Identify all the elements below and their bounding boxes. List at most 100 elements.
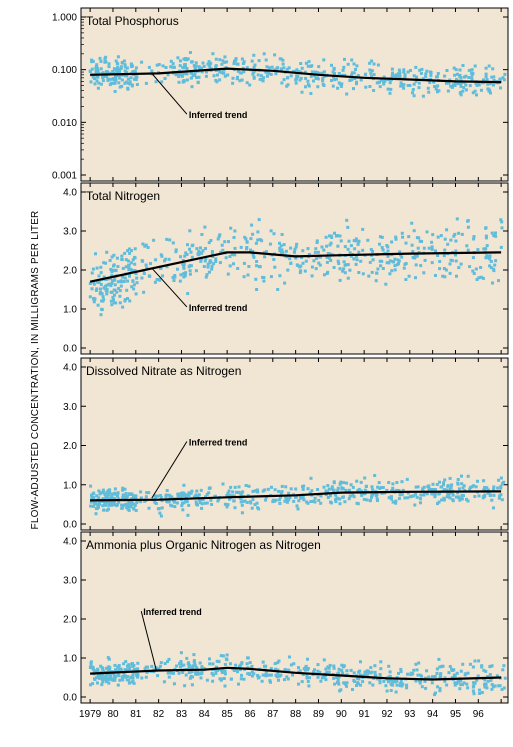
data-point <box>490 664 494 668</box>
data-point <box>421 77 425 81</box>
data-point <box>117 497 121 501</box>
data-point <box>123 276 127 280</box>
data-point <box>262 52 266 56</box>
data-point <box>400 255 404 259</box>
data-point <box>299 264 303 268</box>
y-tick-label: 1.0 <box>63 305 77 316</box>
y-tick-label: 2.0 <box>63 615 77 626</box>
data-point <box>420 67 424 71</box>
data-point <box>375 677 379 681</box>
data-point <box>160 254 164 258</box>
data-point <box>273 488 277 492</box>
data-point <box>143 244 147 248</box>
data-point <box>297 666 300 670</box>
data-point <box>246 273 250 277</box>
data-point <box>101 75 105 79</box>
data-point <box>269 680 272 684</box>
data-point <box>225 653 229 657</box>
data-point <box>310 489 314 493</box>
data-point <box>249 248 252 252</box>
data-point <box>356 242 360 246</box>
data-point <box>429 73 433 77</box>
data-point <box>400 492 404 496</box>
data-point <box>487 255 491 259</box>
data-point <box>280 490 284 493</box>
data-point <box>423 676 427 680</box>
data-point <box>263 255 267 259</box>
data-point <box>104 496 108 500</box>
data-point <box>191 664 195 668</box>
data-point <box>192 660 196 664</box>
data-point <box>120 78 124 82</box>
data-point <box>162 680 166 684</box>
data-point <box>398 684 402 688</box>
data-point <box>108 497 112 501</box>
data-point <box>482 479 486 483</box>
data-point <box>109 284 113 288</box>
data-point <box>178 279 182 283</box>
data-point <box>477 276 481 280</box>
data-point <box>352 239 356 243</box>
data-point <box>94 512 98 516</box>
data-point <box>465 682 469 686</box>
data-point <box>292 662 296 666</box>
data-point <box>286 83 290 87</box>
y-tick-label: 1.000 <box>52 13 77 24</box>
data-point <box>208 662 212 666</box>
data-point <box>262 76 265 80</box>
data-point <box>88 282 92 285</box>
x-axis: 1979 80 81 82 83 84 85 86 87 88 89 90 91 92 93 94 95 96 <box>79 709 484 720</box>
data-point <box>91 667 95 671</box>
data-point <box>459 669 463 673</box>
data-point <box>339 480 343 484</box>
data-point <box>131 502 135 506</box>
data-point <box>281 62 285 66</box>
data-point <box>178 492 182 496</box>
data-point <box>245 662 249 666</box>
data-point <box>126 81 130 85</box>
data-point <box>243 499 247 503</box>
data-point <box>498 77 502 81</box>
data-point <box>474 485 478 489</box>
data-point <box>182 492 185 496</box>
data-point <box>207 491 211 495</box>
data-point <box>342 495 345 499</box>
data-point <box>316 76 319 80</box>
x-tick-label: 89 <box>313 709 325 720</box>
data-point <box>193 73 197 77</box>
data-point <box>491 281 494 285</box>
data-point <box>114 59 118 63</box>
data-point <box>452 234 456 238</box>
data-point <box>112 253 116 257</box>
data-point <box>460 474 463 478</box>
data-point <box>316 663 320 667</box>
x-tick-label: 92 <box>381 709 393 720</box>
data-point <box>250 506 254 510</box>
data-point <box>354 262 358 266</box>
data-point <box>473 659 477 663</box>
data-point <box>126 279 130 283</box>
data-point <box>91 665 95 669</box>
data-point <box>214 257 218 261</box>
data-point <box>405 477 409 481</box>
data-point <box>390 67 394 71</box>
data-point <box>200 251 204 255</box>
data-point <box>226 73 230 77</box>
data-point <box>277 489 281 493</box>
data-point <box>391 680 395 684</box>
data-point <box>486 82 490 86</box>
data-point <box>273 53 277 57</box>
data-point <box>313 668 316 672</box>
data-point <box>101 295 105 299</box>
data-point <box>195 247 199 251</box>
data-point <box>97 489 101 493</box>
data-point <box>442 488 446 492</box>
data-point <box>245 66 249 70</box>
data-point <box>352 495 356 499</box>
data-point <box>284 495 288 499</box>
data-point <box>153 280 157 284</box>
data-point <box>113 676 117 680</box>
data-point <box>389 78 393 82</box>
data-point <box>465 497 468 501</box>
data-point <box>325 272 329 275</box>
